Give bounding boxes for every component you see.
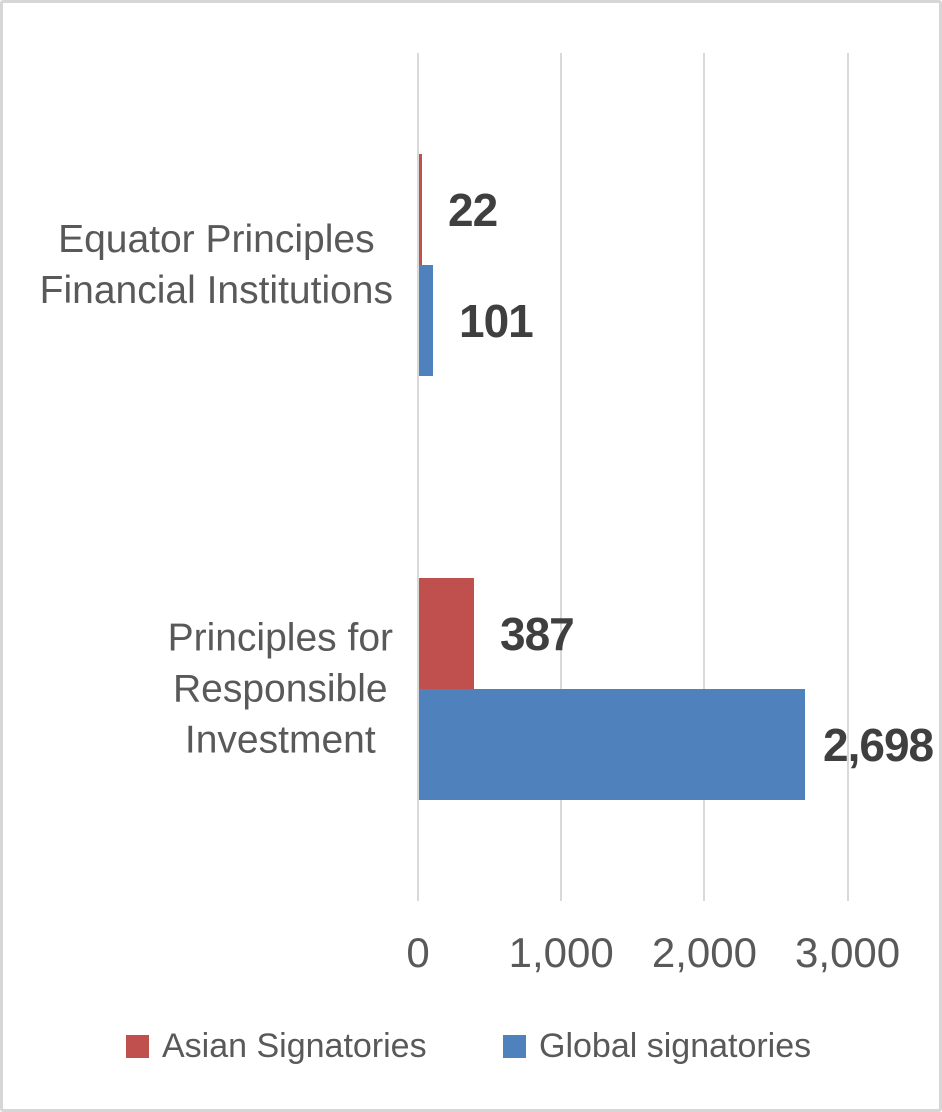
legend-swatch-global-signatories-icon <box>503 1035 526 1058</box>
x-axis-tick-label: 3,000 <box>795 929 901 976</box>
plot-area: 0 1,000 2,000 3,000 22 101 Equator Principles F… <box>3 3 939 1109</box>
bar-asian-signatories <box>419 578 474 689</box>
legend-label-global-signatories: Global signatories <box>539 1027 812 1065</box>
x-axis-tick-label: 2,000 <box>651 929 757 976</box>
vertical-gridline <box>417 53 419 901</box>
x-axis-tick-label: 0 <box>406 929 430 976</box>
data-label: 2,698 <box>823 718 934 771</box>
vertical-gridline <box>846 53 849 901</box>
vertical-gridline <box>560 53 563 901</box>
data-label: 387 <box>500 607 575 660</box>
data-label: 22 <box>448 183 498 236</box>
data-label: 101 <box>459 294 534 347</box>
x-axis-tick-label: 1,000 <box>508 929 614 976</box>
legend-label-asian-signatories: Asian Signatories <box>162 1027 427 1065</box>
bar-global-signatories <box>419 689 805 800</box>
legend-item-asian-signatories: Asian Signatories <box>126 1027 427 1066</box>
category-label: Equator Principles Financial Institutions <box>39 218 393 312</box>
vertical-gridline <box>703 53 706 901</box>
legend-swatch-asian-signatories-icon <box>126 1035 149 1058</box>
bar-asian-signatories <box>419 154 422 265</box>
legend-item-global-signatories: Global signatories <box>503 1027 811 1066</box>
bar-global-signatories <box>419 265 433 376</box>
category-label: Principles for Responsible Investment <box>167 616 393 762</box>
